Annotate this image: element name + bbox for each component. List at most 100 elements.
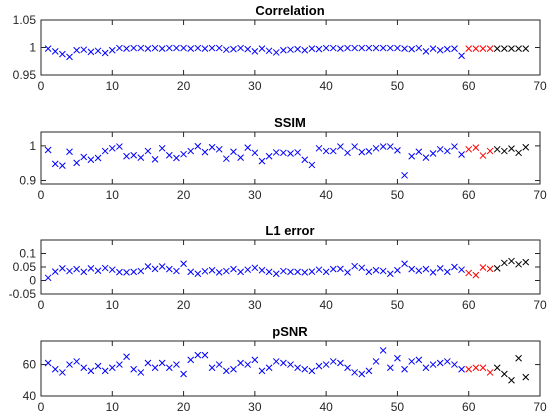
data-point — [108, 364, 116, 372]
data-point — [372, 266, 380, 274]
x-tick-label: 20 — [177, 188, 191, 202]
data-point — [101, 147, 109, 155]
data-point — [358, 148, 366, 156]
data-point — [59, 264, 66, 272]
data-point — [401, 171, 408, 179]
data-point — [508, 376, 515, 384]
data-point — [222, 267, 230, 275]
data-point — [344, 269, 351, 276]
data-point — [137, 267, 145, 275]
panel-title: SSIM — [274, 115, 306, 130]
data-point — [436, 264, 444, 272]
data-point — [465, 45, 473, 52]
data-point — [237, 44, 244, 52]
data-point — [165, 151, 173, 159]
data-point — [458, 52, 465, 60]
data-point — [222, 155, 230, 163]
data-point — [351, 143, 359, 150]
data-point — [215, 361, 223, 368]
data-point — [258, 157, 266, 165]
data-point — [443, 358, 451, 365]
data-point — [401, 260, 408, 268]
data-point — [94, 154, 102, 162]
data-point — [415, 148, 423, 156]
data-point — [123, 45, 130, 52]
data-point — [479, 152, 487, 159]
x-tick-label: 0 — [38, 79, 45, 93]
data-point — [187, 356, 195, 364]
data-point — [215, 269, 223, 276]
data-point — [522, 45, 530, 52]
data-point — [351, 44, 359, 52]
data-point — [187, 268, 195, 276]
data-point — [265, 364, 273, 372]
data-point — [158, 359, 166, 367]
data-point — [287, 361, 294, 368]
data-point — [294, 268, 301, 276]
data-point — [358, 44, 366, 52]
data-point — [379, 44, 387, 52]
data-point — [108, 144, 116, 152]
panel-ssim: SSIM 0 10 20 30 40 50 60 70 0.9 1 — [19, 115, 547, 202]
data-point — [515, 260, 522, 268]
x-tick-label: 0 — [38, 188, 45, 202]
data-point — [87, 156, 95, 164]
data-point — [258, 45, 266, 52]
data-point — [308, 268, 316, 275]
y-tick-label: 60 — [23, 358, 37, 372]
data-point — [493, 264, 501, 272]
x-tick-label: 0 — [38, 298, 45, 312]
data-point — [208, 364, 216, 372]
data-point — [244, 266, 252, 274]
data-point — [479, 45, 487, 52]
data-point — [493, 45, 501, 52]
data-point — [201, 267, 209, 275]
data-point — [443, 45, 451, 53]
panel-title: pSNR — [272, 324, 308, 339]
data-point — [59, 369, 66, 376]
data-point — [215, 44, 223, 52]
data-point — [429, 361, 437, 368]
data-point — [443, 268, 451, 276]
x-tick-label: 50 — [391, 298, 405, 312]
data-point — [308, 161, 316, 169]
data-point — [80, 46, 88, 54]
data-point — [451, 361, 458, 368]
data-point — [87, 264, 95, 272]
panel-psnr: pSNR 0 10 20 30 40 50 60 70 40 60 — [23, 324, 547, 414]
data-point — [215, 145, 223, 153]
x-tick-label: 20 — [177, 400, 191, 414]
axes-box — [40, 131, 541, 185]
data-point — [422, 265, 430, 273]
data-point — [108, 46, 116, 54]
data-point — [237, 268, 244, 276]
data-point — [165, 265, 173, 273]
data-point — [59, 50, 66, 58]
data-point — [472, 364, 480, 372]
panel-title: Correlation — [255, 3, 324, 18]
data-point — [94, 362, 102, 370]
data-point — [230, 148, 237, 156]
data-point — [344, 149, 351, 157]
y-tick-label: 1 — [29, 41, 36, 55]
x-tick-label: 70 — [533, 79, 547, 93]
data-point — [379, 267, 387, 275]
data-point — [501, 147, 508, 155]
data-point — [365, 148, 373, 155]
data-point — [472, 45, 480, 52]
data-point — [465, 145, 473, 153]
data-point — [308, 367, 316, 375]
x-tick-label: 10 — [106, 400, 120, 414]
data-point — [386, 44, 394, 52]
data-point — [429, 45, 437, 52]
data-point — [258, 367, 266, 375]
data-point — [130, 365, 138, 373]
data-point — [87, 367, 95, 375]
data-point — [251, 264, 259, 272]
data-point — [230, 265, 237, 273]
data-point — [244, 45, 252, 53]
data-point — [337, 45, 344, 52]
x-tick-label: 60 — [462, 188, 476, 202]
